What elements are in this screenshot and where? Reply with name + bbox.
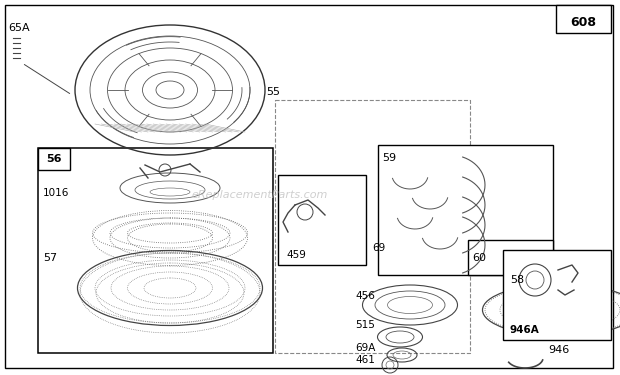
Text: 55: 55 xyxy=(266,87,280,97)
Text: 56: 56 xyxy=(46,154,62,164)
Text: 946: 946 xyxy=(548,345,569,355)
Text: 1016: 1016 xyxy=(43,188,69,198)
Bar xyxy=(468,240,553,275)
Bar xyxy=(275,100,470,353)
Text: 461: 461 xyxy=(355,355,375,365)
Text: 946A: 946A xyxy=(509,325,539,335)
Text: 58: 58 xyxy=(510,275,524,285)
Bar xyxy=(38,148,70,170)
Text: 459: 459 xyxy=(286,250,306,260)
Bar xyxy=(278,175,366,265)
Text: 59: 59 xyxy=(382,153,396,163)
Text: 65A: 65A xyxy=(8,23,30,33)
Text: 515: 515 xyxy=(355,320,375,330)
Text: eReplacementParts.com: eReplacementParts.com xyxy=(192,190,328,200)
Text: 57: 57 xyxy=(43,253,57,263)
Bar xyxy=(556,5,611,33)
Bar xyxy=(38,148,273,353)
Text: 608: 608 xyxy=(570,15,596,28)
Text: 60: 60 xyxy=(472,253,486,263)
Bar xyxy=(378,145,553,275)
Text: 456: 456 xyxy=(355,291,375,301)
Bar xyxy=(503,250,611,340)
Text: 69: 69 xyxy=(372,243,385,253)
Text: 69A: 69A xyxy=(355,343,375,353)
